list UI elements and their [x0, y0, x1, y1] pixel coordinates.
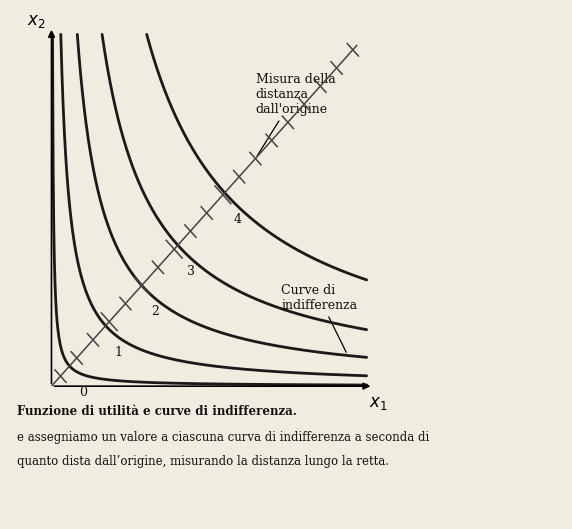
Text: $x_2$: $x_2$ [27, 12, 45, 30]
Text: Funzione di utilità e curve di indifferenza.: Funzione di utilità e curve di indiffere… [17, 405, 297, 418]
Text: e assegniamo un valore a ciascuna curva di indifferenza a seconda di: e assegniamo un valore a ciascuna curva … [17, 431, 430, 444]
Text: quanto dista dall’origine, misurando la distanza lungo la retta.: quanto dista dall’origine, misurando la … [17, 455, 389, 468]
Text: 4: 4 [234, 213, 242, 226]
Text: 1: 1 [115, 345, 123, 359]
Text: $x_1$: $x_1$ [369, 394, 388, 412]
Text: 3: 3 [187, 265, 195, 278]
Text: 2: 2 [151, 305, 159, 318]
Text: Curve di
indifferenza: Curve di indifferenza [281, 284, 358, 352]
Text: 0: 0 [79, 386, 87, 399]
Text: Misura della
distanza
dall'origine: Misura della distanza dall'origine [256, 73, 335, 156]
